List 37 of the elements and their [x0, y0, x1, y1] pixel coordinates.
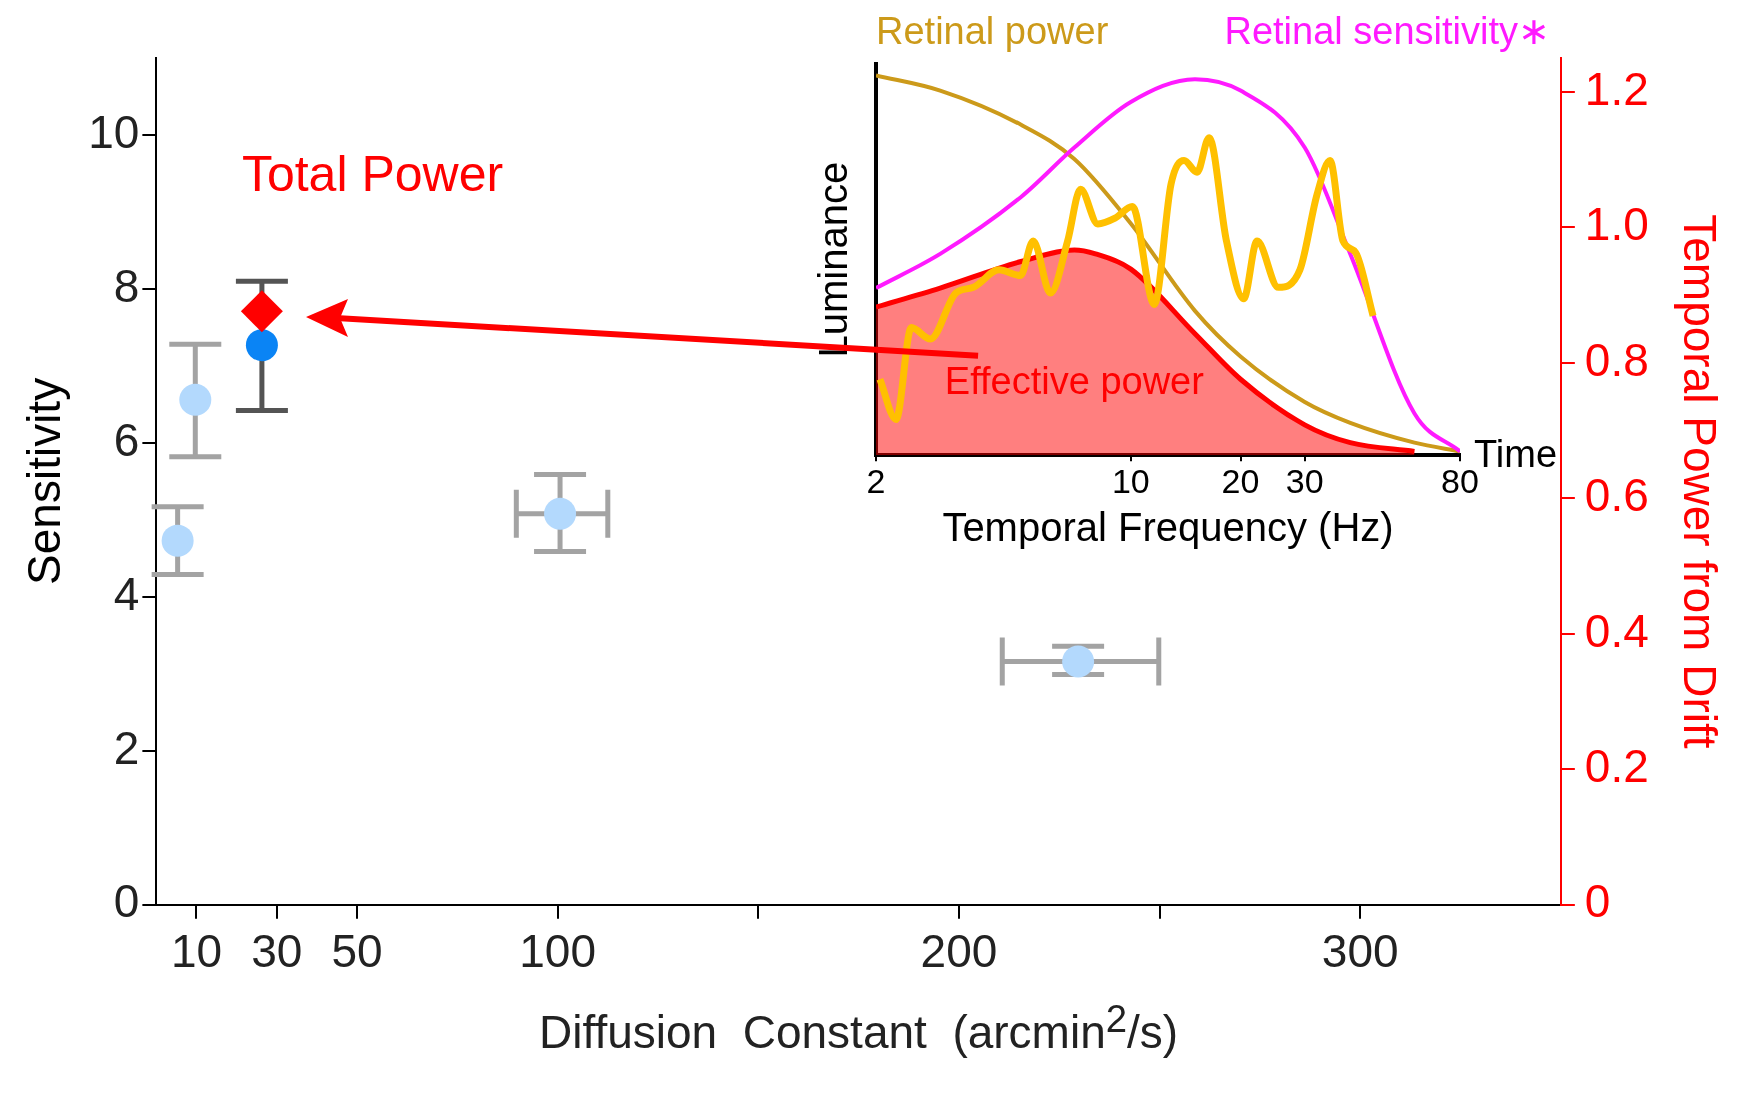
y2-tick-label: 0.6	[1584, 469, 1649, 522]
y-axis-title: Luminance	[811, 161, 856, 358]
y2-tick-label: 0.2	[1584, 740, 1649, 792]
y-tick-label: 4	[113, 567, 140, 620]
x-axis-title: Temporal Frequency (Hz)	[942, 505, 1394, 550]
point	[161, 524, 194, 557]
y2-tick-label: 0.4	[1584, 604, 1649, 657]
point	[1062, 645, 1095, 678]
x-tick-label: 100	[519, 925, 597, 978]
point	[544, 497, 577, 530]
x-tick-label: 300	[1321, 925, 1399, 978]
y2-tick-label: 0.8	[1584, 333, 1649, 386]
series-label: Effective power	[944, 359, 1205, 402]
x-axis-title: Diffusion Constant (arcmin$^{2}$/s)	[538, 996, 1180, 1060]
x-tick-label: 50	[331, 925, 383, 978]
x-tick-label: 10	[170, 925, 223, 978]
y2-tick-label: 0	[1584, 875, 1611, 928]
x-tick-label: 30	[251, 925, 303, 978]
point	[179, 383, 212, 416]
y-tick-label: 6	[113, 413, 140, 466]
y-tick-label: 10	[88, 105, 140, 158]
series-label: Retinal sensitivity∗	[1224, 10, 1550, 52]
x-tick-label: 20	[1221, 461, 1260, 500]
point	[245, 329, 278, 362]
y-tick-label: 0	[113, 875, 140, 928]
x-tick-label: 30	[1285, 461, 1324, 500]
annotation: Total Power	[241, 146, 504, 203]
x-tick-label: 10	[1111, 461, 1150, 500]
series-label: Retinal power	[876, 10, 1109, 52]
y2-axis-title: Temporal Power from Drift	[1673, 214, 1726, 749]
x-tick-label: 2	[866, 461, 886, 500]
y-tick-label: 2	[113, 721, 140, 774]
y-tick-label: 8	[113, 259, 140, 312]
x-tick-label: 200	[920, 925, 998, 978]
y-axis-title: Sensitivity	[18, 377, 71, 585]
y2-tick-label: 1.2	[1584, 62, 1649, 115]
y2-tick-label: 1.0	[1584, 198, 1649, 251]
